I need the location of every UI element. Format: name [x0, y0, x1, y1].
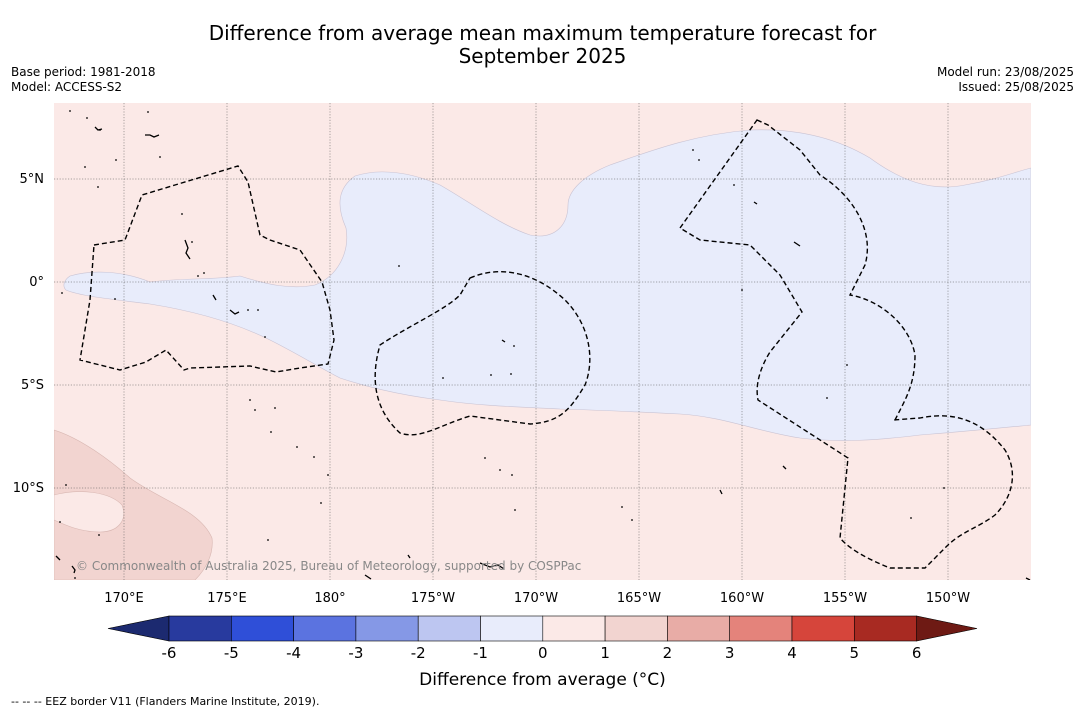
colorbar-tick-label: 2: [663, 644, 673, 662]
colorbar-segment: [480, 615, 544, 642]
colorbar-tick-label: -6: [162, 644, 177, 662]
colorbar-segment: [293, 615, 357, 642]
lon-label: 160°W: [720, 591, 764, 606]
island-tuvalu: [55, 555, 61, 561]
island-dots: [59, 110, 945, 579]
latitude-labels: 5°N 0° 5°S 10°S: [13, 172, 44, 496]
model-text: Model: ACCESS-S2: [11, 80, 123, 94]
colorbar: -6 -5 -4 -3 -2 -1 0 1 2 3 4 5 6: [107, 615, 978, 662]
anomaly-region-minus1-to-0: [63, 129, 1031, 441]
colorbar-extend-low: [107, 615, 170, 642]
island-starbuck: [719, 489, 723, 495]
island-tabiteuea: [229, 309, 240, 315]
island-penrhyn: [1025, 577, 1031, 580]
colorbar-segment: [791, 615, 855, 642]
colorbar-segment: [168, 615, 232, 642]
colorbar-label: Difference from average (°C): [419, 670, 666, 690]
lon-label: 170°W: [514, 591, 558, 606]
colorbar-tick-label: 4: [787, 644, 797, 662]
longitude-labels: 170°E 175°E 180° 175°W 170°W 165°W 160°W…: [104, 591, 970, 606]
island-kanton: [501, 339, 506, 343]
colorbar-tick-label: 0: [538, 644, 548, 662]
island-malden: [782, 465, 787, 470]
colorbar-tick-label: 5: [850, 644, 860, 662]
colorbar-tick-label: 1: [600, 644, 610, 662]
island-tarawa: [184, 239, 191, 260]
meta-right: Model run: 23/08/2025 Issued: 25/08/2025: [937, 65, 1074, 95]
base-period-text: Base period: 1981-2018: [11, 65, 156, 79]
colorbar-segment: [542, 615, 606, 642]
colorbar-segment: [667, 615, 731, 642]
lat-label: 5°S: [21, 378, 44, 393]
colorbar-segment: [355, 615, 419, 642]
island-kiritimati: [793, 241, 801, 247]
colorbar-segment: [853, 615, 917, 642]
colorbar-tick-label: -3: [348, 644, 363, 662]
island-nonouti: [212, 294, 217, 301]
colorbar-segment: [729, 615, 793, 642]
colorbar-tick-label: 6: [912, 644, 922, 662]
island-tabuaeran: [753, 201, 758, 205]
eez-border-kiribati-phoenix: [374, 271, 591, 436]
lon-label: 175°E: [207, 591, 247, 606]
eez-footnote: -- -- -- EEZ border V11 (Flanders Marine…: [11, 695, 320, 708]
island-tuvalu-2: [71, 565, 76, 574]
island-tokelau: [479, 562, 505, 570]
colorbar-segment: [604, 615, 668, 642]
colorbar-tick-label: -5: [224, 644, 239, 662]
lat-label: 0°: [29, 275, 44, 290]
lon-label: 150°W: [926, 591, 970, 606]
island-makin: [145, 134, 160, 138]
eez-border-kiribati-line: [678, 119, 1014, 569]
lat-label: 10°S: [13, 481, 44, 496]
colorbar-segment: [231, 615, 294, 642]
eez-border-kiribati-gilbert: [79, 165, 335, 373]
island-swains: [407, 554, 411, 559]
copyright-watermark: © Commonwealth of Australia 2025, Bureau…: [76, 559, 581, 573]
lon-label: 175°W: [411, 591, 455, 606]
model-run-text: Model run: 23/08/2025: [936, 65, 1074, 79]
lon-label: 155°W: [823, 591, 867, 606]
anomaly-hole-0-to-1: [54, 491, 124, 533]
colorbar-segment: [417, 615, 481, 642]
lon-label: 165°W: [617, 591, 661, 606]
issued-text: Issued: 25/08/2025: [958, 80, 1074, 94]
colorbar-extend-high: [916, 615, 978, 642]
islands: [55, 126, 1031, 580]
island-fakaofo: [364, 574, 372, 580]
colorbar-tick-label: -2: [411, 644, 426, 662]
meta-left: Base period: 1981-2018 Model: ACCESS-S2: [11, 65, 156, 95]
map-area: [54, 103, 1031, 580]
eez-borders: [79, 119, 1014, 569]
lon-label: 170°E: [104, 591, 144, 606]
colorbar-tick-label: -4: [286, 644, 301, 662]
lat-label: 5°N: [20, 172, 45, 187]
anomaly-region-1-to-2: [54, 429, 213, 580]
island-butaritari: [94, 126, 103, 131]
colorbar-tick-label: 3: [725, 644, 735, 662]
lon-label: 180°: [314, 591, 345, 606]
colorbar-tick-label: -1: [473, 644, 488, 662]
chart-title-line-2: September 2025: [458, 44, 627, 68]
chart-title-line-1: Difference from average mean maximum tem…: [208, 21, 877, 45]
gridlines: [54, 103, 1031, 580]
